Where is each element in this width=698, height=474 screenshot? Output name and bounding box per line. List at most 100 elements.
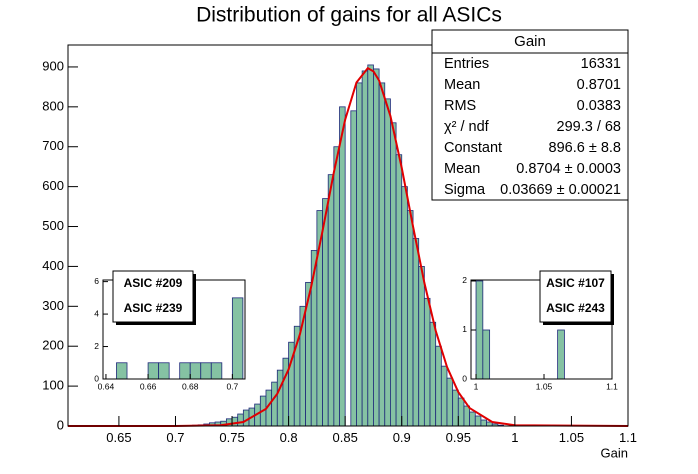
y-tick-label: 1: [462, 324, 467, 334]
bar: [384, 98, 391, 427]
stats-label: χ² / ndf: [444, 119, 490, 135]
bar: [423, 297, 431, 427]
bar: [435, 345, 442, 427]
stats-label: Sigma: [444, 182, 486, 198]
bar: [333, 146, 340, 427]
bar: [356, 82, 363, 427]
bar: [210, 362, 223, 380]
bar: [158, 362, 170, 380]
bar: [322, 198, 329, 427]
stats-value: 0.0383: [577, 98, 621, 114]
bar: [446, 377, 454, 427]
bar: [429, 321, 437, 427]
y-tick-label: 200: [42, 338, 64, 353]
bar: [189, 362, 202, 380]
x-tick-label: 1.05: [559, 430, 584, 445]
bar: [200, 362, 212, 380]
bar: [327, 174, 335, 427]
stats-value: 896.6 ± 8.8: [549, 140, 621, 156]
bar: [276, 369, 284, 427]
bar: [482, 329, 491, 380]
bar: [231, 297, 244, 380]
stats-title: Gain: [514, 33, 546, 50]
bar: [367, 64, 374, 427]
stats-value: 16331: [581, 56, 621, 72]
bar: [361, 70, 369, 427]
x-tick-label: 0.9: [393, 430, 411, 445]
histogram: [116, 297, 244, 380]
bar: [463, 405, 471, 427]
y-tick-label: 0: [57, 417, 64, 432]
label-box: [539, 270, 612, 323]
y-tick-label: 4: [94, 308, 99, 318]
bar: [237, 413, 244, 427]
y-tick-label: 700: [42, 138, 64, 153]
x-tick-label: 1.1: [606, 381, 618, 391]
y-tick-label: 300: [42, 298, 64, 313]
bar: [271, 381, 278, 427]
fit-curve: [68, 66, 629, 427]
stats-label: Mean: [444, 161, 480, 177]
stats-value: 0.03669 ± 0.00021: [500, 182, 621, 198]
stats-label: Constant: [444, 140, 502, 156]
bar: [373, 68, 380, 427]
bar: [457, 397, 465, 427]
y-tick-label: 0: [94, 373, 99, 383]
y-tick-label: 900: [42, 58, 64, 73]
stats-box: [431, 29, 629, 201]
x-tick-label: 1: [511, 430, 518, 445]
x-tick-label: 1: [474, 381, 479, 391]
x-tick-label: 0.75: [219, 430, 244, 445]
bar: [412, 238, 420, 427]
bar: [116, 362, 128, 380]
x-axis-label: Gain: [601, 445, 628, 460]
x-tick-label: 1.05: [536, 381, 553, 391]
x-tick-label: 0.85: [333, 430, 358, 445]
label-box: [112, 270, 194, 323]
bar: [440, 365, 448, 427]
y-tick-label: 600: [42, 178, 64, 193]
bar: [395, 154, 403, 427]
y-tick-label: 500: [42, 218, 64, 233]
y-tick-label: 100: [42, 378, 64, 393]
asic-label: ASIC #239: [124, 301, 183, 315]
bar: [179, 362, 191, 380]
asic-label: ASIC #209: [124, 276, 183, 290]
x-tick-label: 0.8: [280, 430, 298, 445]
y-tick-label: 800: [42, 98, 64, 113]
x-tick-label: 0.7: [226, 381, 238, 391]
bar: [282, 357, 290, 427]
y-tick-label: 6: [94, 276, 99, 286]
x-tick-label: 1.1: [619, 430, 637, 445]
stats-label: Mean: [444, 77, 480, 93]
y-tick-label: 2: [462, 275, 467, 285]
asic-label: ASIC #243: [546, 301, 605, 315]
bar: [147, 362, 160, 380]
bar: [418, 266, 425, 427]
bar: [390, 122, 397, 427]
x-tick-label: 0.68: [182, 381, 199, 391]
stats-value: 0.8701: [577, 77, 621, 93]
bar: [480, 419, 487, 427]
bar: [378, 82, 386, 427]
y-tick-label: 2: [94, 341, 99, 351]
bar: [350, 110, 357, 427]
bar: [242, 409, 250, 427]
bar: [475, 280, 484, 380]
bar: [557, 329, 565, 380]
asic-label: ASIC #107: [546, 276, 605, 290]
bar: [452, 389, 459, 427]
stats-label: Entries: [444, 56, 489, 72]
bar: [469, 411, 476, 427]
x-tick-label: 0.65: [106, 430, 131, 445]
stats-label: RMS: [444, 98, 476, 114]
x-tick-label: 0.66: [140, 381, 157, 391]
x-tick-label: 0.7: [166, 430, 184, 445]
bar: [406, 210, 414, 427]
histogram: [192, 64, 504, 427]
x-tick-label: 0.95: [446, 430, 471, 445]
chart-title: Distribution of gains for all ASICs: [196, 4, 502, 27]
x-tick-label: 0.64: [98, 381, 115, 391]
